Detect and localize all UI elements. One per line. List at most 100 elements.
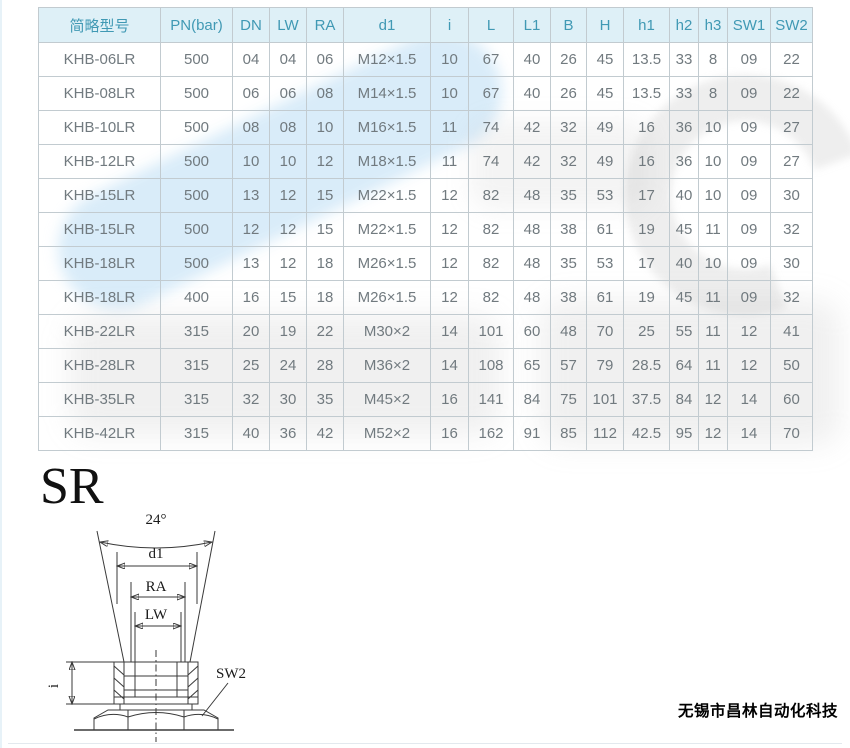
value-cell: 18 (306, 280, 344, 315)
value-cell: 112 (586, 416, 624, 451)
value-cell: 30 (269, 382, 307, 417)
value-cell: 40 (513, 42, 551, 77)
value-cell: 500 (160, 42, 233, 77)
value-cell: 08 (269, 110, 307, 145)
value-cell: 35 (306, 382, 344, 417)
value-cell: 38 (550, 212, 587, 247)
value-cell: 12 (727, 348, 771, 383)
table-row: KHB-28LR 315 25 24 28 M36×2 14 108 65 57 79 28.5 64 1… (38, 348, 813, 383)
value-cell: M18×1.5 (343, 144, 431, 179)
value-cell: 12 (698, 416, 728, 451)
value-cell: 500 (160, 110, 233, 145)
value-cell: 11 (698, 280, 728, 315)
value-cell: 45 (586, 76, 624, 111)
value-cell: 06 (269, 76, 307, 111)
value-cell: 27 (770, 144, 813, 179)
value-cell: 55 (669, 314, 699, 349)
value-cell: 13.5 (623, 42, 670, 77)
cone-line-right (189, 530, 216, 663)
hatch-line (113, 677, 125, 688)
value-cell: 30 (770, 246, 813, 281)
value-cell: 09 (727, 280, 771, 315)
i-dimension-label: i (46, 684, 62, 688)
value-cell: 19 (623, 212, 670, 247)
value-cell: M12×1.5 (343, 42, 431, 77)
value-cell: 17 (623, 178, 670, 213)
value-cell: 50 (770, 348, 813, 383)
value-cell: 12 (232, 212, 270, 247)
value-cell: 09 (727, 42, 771, 77)
table-row: KHB-42LR 315 40 36 42 M52×2 16 162 91 85 112 42.5 95… (38, 416, 813, 451)
value-cell: 85 (550, 416, 587, 451)
hex-chamfer-arc (93, 713, 129, 720)
hatch-line (187, 665, 199, 676)
value-cell: 14 (727, 382, 771, 417)
value-cell: 18 (306, 246, 344, 281)
value-cell: 315 (160, 314, 233, 349)
model-cell: KHB-22LR (38, 314, 161, 349)
column-header: 简略型号 (38, 7, 161, 43)
cone-line-left (96, 530, 125, 663)
column-header: RA (306, 7, 344, 43)
column-header: PN(bar) (160, 7, 233, 43)
value-cell: 16 (623, 144, 670, 179)
value-cell: 11 (430, 110, 469, 145)
model-cell: KHB-15LR (38, 212, 161, 247)
table-body: KHB-06LR 500 04 04 06 M12×1.5 10 67 40 26 45 13.5 33… (38, 42, 813, 451)
value-cell: 84 (513, 382, 551, 417)
value-cell: 16 (623, 110, 670, 145)
value-cell: 53 (586, 178, 624, 213)
value-cell: 33 (669, 76, 699, 111)
value-cell: 06 (232, 76, 270, 111)
ra-dimension-label: RA (146, 579, 167, 595)
value-cell: 11 (698, 212, 728, 247)
value-cell: 42 (306, 416, 344, 451)
value-cell: 26 (550, 76, 587, 111)
table-row: KHB-15LR 500 12 12 15 M22×1.5 12 82 48 38 61 19 45 11… (38, 212, 813, 247)
hatch-line (187, 677, 199, 688)
value-cell: 35 (550, 246, 587, 281)
column-header: h3 (698, 7, 728, 43)
value-cell: 48 (513, 212, 551, 247)
value-cell: 25 (232, 348, 270, 383)
value-cell: 10 (698, 110, 728, 145)
value-cell: 38 (550, 280, 587, 315)
value-cell: 32 (770, 212, 813, 247)
value-cell: M16×1.5 (343, 110, 431, 145)
page-edge-line (0, 0, 2, 748)
value-cell: 42 (513, 110, 551, 145)
value-cell: 32 (770, 280, 813, 315)
value-cell: 101 (586, 382, 624, 417)
column-header: L (468, 7, 514, 43)
hex-chamfer-arc (183, 713, 219, 720)
value-cell: 09 (727, 246, 771, 281)
value-cell: 10 (430, 42, 469, 77)
table-row: KHB-06LR 500 04 04 06 M12×1.5 10 67 40 26 45 13.5 33… (38, 42, 813, 77)
value-cell: 24 (269, 348, 307, 383)
value-cell: 42.5 (623, 416, 670, 451)
value-cell: 19 (623, 280, 670, 315)
value-cell: 8 (698, 42, 728, 77)
value-cell: 10 (698, 144, 728, 179)
value-cell: M22×1.5 (343, 212, 431, 247)
value-cell: 10 (430, 76, 469, 111)
value-cell: 41 (770, 314, 813, 349)
value-cell: 12 (430, 280, 469, 315)
value-cell: M26×1.5 (343, 246, 431, 281)
value-cell: 28 (306, 348, 344, 383)
value-cell: 04 (269, 42, 307, 77)
value-cell: 10 (269, 144, 307, 179)
table-row: KHB-08LR 500 06 06 08 M14×1.5 10 67 40 26 45 13.5 33… (38, 76, 813, 111)
table-row: KHB-10LR 500 08 08 10 M16×1.5 11 74 42 32 49 16 36 10… (38, 110, 813, 145)
value-cell: 61 (586, 280, 624, 315)
value-cell: 84 (669, 382, 699, 417)
value-cell: 12 (698, 382, 728, 417)
value-cell: 09 (727, 178, 771, 213)
value-cell: 141 (468, 382, 514, 417)
value-cell: 17 (623, 246, 670, 281)
column-header: h2 (669, 7, 699, 43)
model-cell: KHB-10LR (38, 110, 161, 145)
value-cell: 16 (430, 382, 469, 417)
